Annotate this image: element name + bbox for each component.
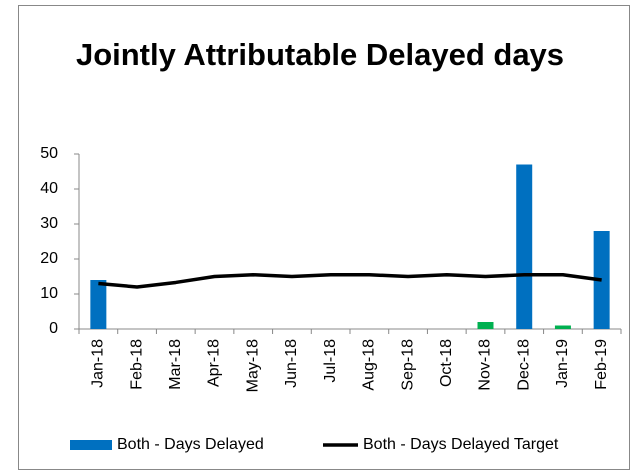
y-tick-label: 40: [40, 180, 58, 197]
legend-label: Both - Days Delayed Target: [363, 436, 559, 453]
chart-title: Jointly Attributable Delayed days: [75, 37, 565, 72]
y-tick-label: 50: [40, 145, 58, 162]
line: [98, 273, 602, 289]
x-tick-label: Jan-19: [554, 339, 571, 388]
legend-swatch: [70, 440, 112, 450]
x-tick-label: May-18: [244, 339, 261, 392]
y-tick-label: 0: [49, 320, 58, 337]
x-tick-label: Nov-18: [477, 339, 494, 391]
y-tick-label: 30: [40, 215, 58, 232]
legend-label: Both - Days Delayed: [117, 436, 264, 453]
x-tick-label: Apr-18: [206, 339, 223, 387]
bar: [554, 325, 571, 329]
x-tick-label: Aug-18: [361, 339, 378, 391]
x-tick-label: Jul-18: [322, 339, 339, 383]
x-tick-label: Oct-18: [438, 339, 455, 387]
y-tick-label: 20: [40, 250, 58, 267]
bar: [477, 322, 494, 329]
bar: [90, 280, 107, 329]
x-tick-label: Jan-18: [90, 339, 107, 388]
x-tick-label: Feb-18: [128, 339, 145, 390]
x-tick-label: Mar-18: [167, 339, 184, 390]
x-tick-label: Dec-18: [515, 339, 532, 391]
x-tick-label: Feb-19: [593, 339, 610, 390]
bar: [516, 164, 533, 329]
y-tick-label: 10: [40, 285, 58, 302]
x-tick-label: Jun-18: [283, 339, 300, 388]
x-tick-label: Sep-18: [399, 339, 416, 391]
